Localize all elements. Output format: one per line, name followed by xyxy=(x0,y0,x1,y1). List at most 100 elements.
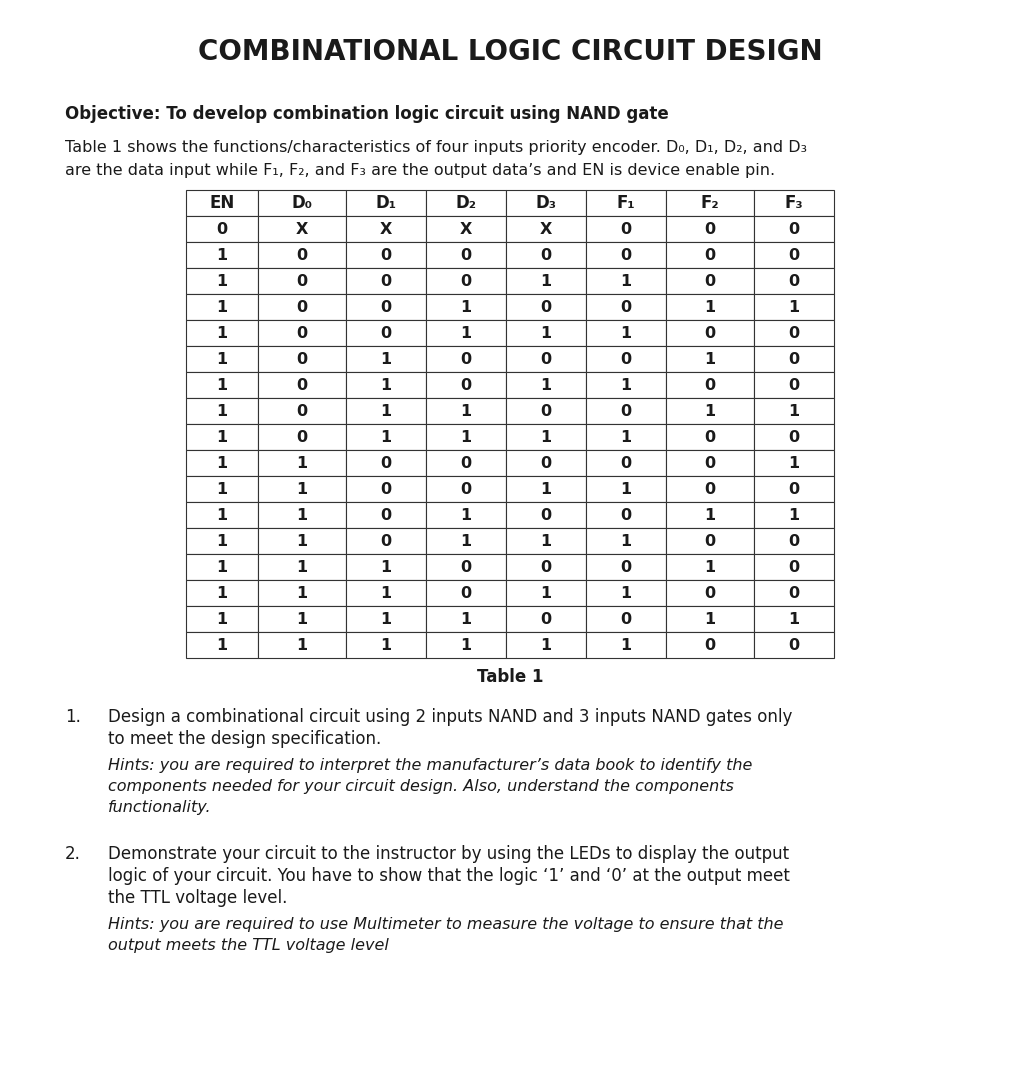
Polygon shape xyxy=(586,606,665,632)
Polygon shape xyxy=(753,476,834,502)
Text: Hints: you are required to use Multimeter to measure the voltage to ensure that : Hints: you are required to use Multimete… xyxy=(108,917,783,932)
Text: 1: 1 xyxy=(380,559,391,575)
Text: 1: 1 xyxy=(620,534,631,549)
Text: 1: 1 xyxy=(704,559,715,575)
Polygon shape xyxy=(505,216,586,242)
Text: 0: 0 xyxy=(704,534,715,549)
Polygon shape xyxy=(586,424,665,450)
Polygon shape xyxy=(586,242,665,268)
Text: 0: 0 xyxy=(380,299,391,314)
Text: 1: 1 xyxy=(460,404,471,418)
Text: 0: 0 xyxy=(788,430,799,445)
Text: functionality.: functionality. xyxy=(108,800,211,815)
Polygon shape xyxy=(586,372,665,399)
Text: 0: 0 xyxy=(460,559,471,575)
Polygon shape xyxy=(505,632,586,658)
Polygon shape xyxy=(345,216,426,242)
Polygon shape xyxy=(753,268,834,294)
Text: 1: 1 xyxy=(216,611,227,626)
Text: 1: 1 xyxy=(216,456,227,471)
Polygon shape xyxy=(185,606,258,632)
Text: 0: 0 xyxy=(620,611,631,626)
Polygon shape xyxy=(258,372,345,399)
Text: 1: 1 xyxy=(380,404,391,418)
Text: 0: 0 xyxy=(380,456,391,471)
Polygon shape xyxy=(426,554,505,580)
Text: 1: 1 xyxy=(460,430,471,445)
Text: 0: 0 xyxy=(540,351,551,366)
Polygon shape xyxy=(185,216,258,242)
Polygon shape xyxy=(505,424,586,450)
Text: 0: 0 xyxy=(620,559,631,575)
Text: EN: EN xyxy=(209,194,234,212)
Polygon shape xyxy=(426,632,505,658)
Polygon shape xyxy=(665,424,753,450)
Polygon shape xyxy=(185,294,258,320)
Text: 0: 0 xyxy=(460,456,471,471)
Text: 1: 1 xyxy=(620,482,631,497)
Polygon shape xyxy=(426,372,505,399)
Text: 0: 0 xyxy=(460,247,471,262)
Text: 0: 0 xyxy=(297,404,308,418)
Polygon shape xyxy=(185,242,258,268)
Polygon shape xyxy=(426,268,505,294)
Polygon shape xyxy=(586,268,665,294)
Text: 0: 0 xyxy=(297,351,308,366)
Polygon shape xyxy=(665,190,753,216)
Text: 1: 1 xyxy=(216,273,227,288)
Text: COMBINATIONAL LOGIC CIRCUIT DESIGN: COMBINATIONAL LOGIC CIRCUIT DESIGN xyxy=(198,38,821,66)
Text: 0: 0 xyxy=(297,247,308,262)
Text: 0: 0 xyxy=(704,430,715,445)
Text: 0: 0 xyxy=(788,559,799,575)
Polygon shape xyxy=(665,268,753,294)
Polygon shape xyxy=(665,242,753,268)
Text: 0: 0 xyxy=(540,247,551,262)
Text: 1: 1 xyxy=(620,325,631,340)
Text: 1: 1 xyxy=(297,482,308,497)
Text: 0: 0 xyxy=(788,325,799,340)
Polygon shape xyxy=(665,528,753,554)
Text: 1: 1 xyxy=(788,611,799,626)
Text: 1: 1 xyxy=(540,637,551,652)
Text: 1: 1 xyxy=(620,585,631,600)
Text: logic of your circuit. You have to show that the logic ‘1’ and ‘0’ at the output: logic of your circuit. You have to show … xyxy=(108,867,789,885)
Polygon shape xyxy=(258,450,345,476)
Text: 1: 1 xyxy=(540,534,551,549)
Text: X: X xyxy=(539,221,551,237)
Polygon shape xyxy=(185,502,258,528)
Text: 1: 1 xyxy=(620,378,631,392)
Polygon shape xyxy=(665,346,753,372)
Polygon shape xyxy=(345,242,426,268)
Polygon shape xyxy=(586,399,665,424)
Polygon shape xyxy=(505,502,586,528)
Polygon shape xyxy=(345,190,426,216)
Polygon shape xyxy=(426,216,505,242)
Polygon shape xyxy=(505,320,586,346)
Polygon shape xyxy=(258,554,345,580)
Text: 0: 0 xyxy=(460,378,471,392)
Polygon shape xyxy=(345,606,426,632)
Polygon shape xyxy=(185,320,258,346)
Text: 0: 0 xyxy=(297,273,308,288)
Text: Objective: To develop combination logic circuit using NAND gate: Objective: To develop combination logic … xyxy=(65,105,668,123)
Polygon shape xyxy=(426,346,505,372)
Polygon shape xyxy=(345,580,426,606)
Text: 0: 0 xyxy=(620,351,631,366)
Polygon shape xyxy=(426,399,505,424)
Text: 0: 0 xyxy=(540,456,551,471)
Text: 1: 1 xyxy=(788,299,799,314)
Text: 0: 0 xyxy=(704,637,715,652)
Text: 1: 1 xyxy=(704,351,715,366)
Text: 1: 1 xyxy=(460,299,471,314)
Polygon shape xyxy=(586,294,665,320)
Polygon shape xyxy=(586,190,665,216)
Polygon shape xyxy=(586,502,665,528)
Text: 1: 1 xyxy=(216,430,227,445)
Polygon shape xyxy=(426,502,505,528)
Polygon shape xyxy=(665,476,753,502)
Text: D₀: D₀ xyxy=(291,194,312,212)
Text: 1: 1 xyxy=(704,404,715,418)
Text: 1: 1 xyxy=(297,508,308,523)
Text: D₂: D₂ xyxy=(455,194,476,212)
Text: 1: 1 xyxy=(216,508,227,523)
